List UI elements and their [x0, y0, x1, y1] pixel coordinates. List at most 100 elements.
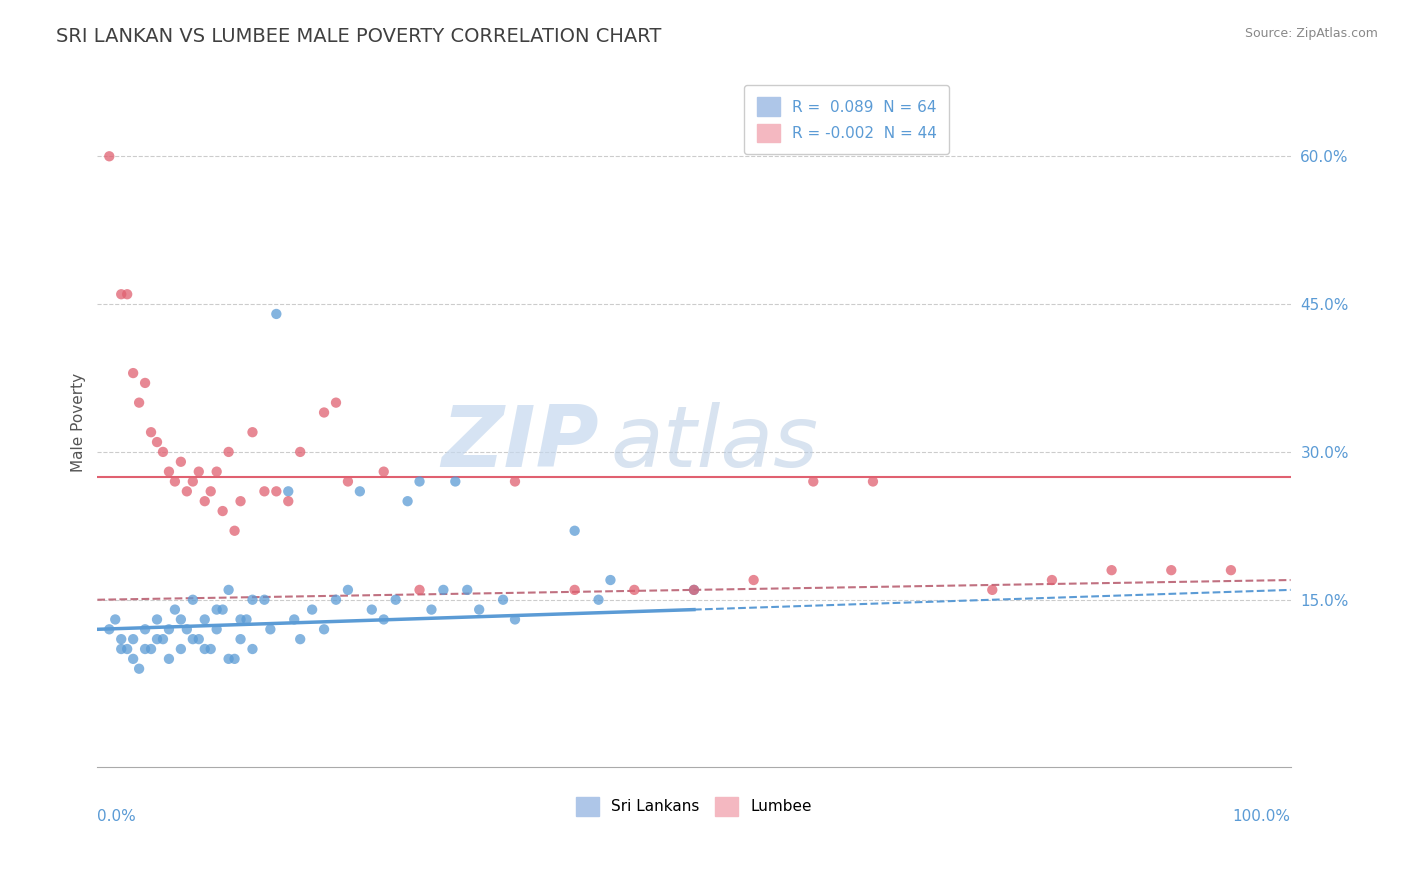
Point: [218, 445, 240, 459]
Point: [432, 582, 454, 597]
Point: [312, 622, 335, 636]
Point: [1101, 563, 1123, 577]
Point: [444, 475, 467, 489]
Point: [981, 582, 1004, 597]
Point: [110, 642, 132, 657]
Point: [396, 494, 419, 508]
Point: [115, 287, 138, 301]
Point: [122, 652, 145, 666]
Point: [98, 622, 121, 636]
Point: [139, 425, 162, 440]
Point: [373, 465, 395, 479]
Point: [253, 484, 276, 499]
Point: [194, 612, 217, 626]
Point: [253, 592, 276, 607]
Point: [187, 465, 209, 479]
Point: [181, 632, 204, 647]
Point: [115, 642, 138, 657]
Text: 100.0%: 100.0%: [1233, 809, 1291, 823]
Point: [157, 652, 180, 666]
Point: [503, 475, 526, 489]
Point: [224, 652, 246, 666]
Point: [218, 652, 240, 666]
Point: [146, 435, 169, 450]
Point: [176, 484, 198, 499]
Point: [211, 602, 233, 616]
Text: 0.0%: 0.0%: [97, 809, 136, 823]
Point: [211, 504, 233, 518]
Point: [325, 395, 347, 409]
Point: [134, 376, 156, 390]
Point: [683, 582, 706, 597]
Point: [259, 622, 281, 636]
Point: [170, 642, 193, 657]
Point: [139, 642, 162, 657]
Point: [122, 366, 145, 380]
Point: [242, 592, 264, 607]
Point: [104, 612, 127, 626]
Point: [242, 425, 264, 440]
Point: [163, 602, 186, 616]
Point: [801, 475, 824, 489]
Point: [181, 592, 204, 607]
Point: [336, 475, 359, 489]
Point: [163, 475, 186, 489]
Point: [588, 592, 610, 607]
Point: [599, 573, 621, 587]
Point: [349, 484, 371, 499]
Point: [176, 622, 198, 636]
Point: [194, 494, 217, 508]
Point: [290, 632, 312, 647]
Point: [170, 455, 193, 469]
Point: [181, 475, 204, 489]
Point: [242, 642, 264, 657]
Point: [301, 602, 323, 616]
Point: [229, 632, 252, 647]
Point: [862, 475, 884, 489]
Point: [152, 632, 174, 647]
Point: [283, 612, 305, 626]
Point: [336, 582, 359, 597]
Point: [229, 494, 252, 508]
Point: [224, 524, 246, 538]
Point: [218, 582, 240, 597]
Point: [229, 612, 252, 626]
Point: [205, 465, 228, 479]
Point: [134, 642, 156, 657]
Point: [170, 612, 193, 626]
Point: [564, 582, 586, 597]
Point: [503, 612, 526, 626]
Point: [266, 307, 288, 321]
Point: [1040, 573, 1063, 587]
Point: [98, 149, 121, 163]
Y-axis label: Male Poverty: Male Poverty: [72, 373, 86, 472]
Point: [146, 632, 169, 647]
Point: [492, 592, 515, 607]
Point: [266, 484, 288, 499]
Point: [277, 494, 299, 508]
Point: [408, 582, 430, 597]
Point: [564, 524, 586, 538]
Legend: Sri Lankans, Lumbee: Sri Lankans, Lumbee: [571, 791, 818, 822]
Point: [205, 602, 228, 616]
Point: [325, 592, 347, 607]
Text: SRI LANKAN VS LUMBEE MALE POVERTY CORRELATION CHART: SRI LANKAN VS LUMBEE MALE POVERTY CORREL…: [56, 27, 662, 45]
Point: [420, 602, 443, 616]
Point: [110, 632, 132, 647]
Point: [194, 642, 217, 657]
Point: [468, 602, 491, 616]
Point: [110, 287, 132, 301]
Point: [157, 465, 180, 479]
Text: Source: ZipAtlas.com: Source: ZipAtlas.com: [1244, 27, 1378, 40]
Point: [742, 573, 765, 587]
Point: [235, 612, 257, 626]
Point: [128, 662, 150, 676]
Point: [456, 582, 478, 597]
Point: [200, 484, 222, 499]
Point: [146, 612, 169, 626]
Point: [384, 592, 406, 607]
Point: [408, 475, 430, 489]
Point: [683, 582, 706, 597]
Point: [360, 602, 382, 616]
Point: [373, 612, 395, 626]
